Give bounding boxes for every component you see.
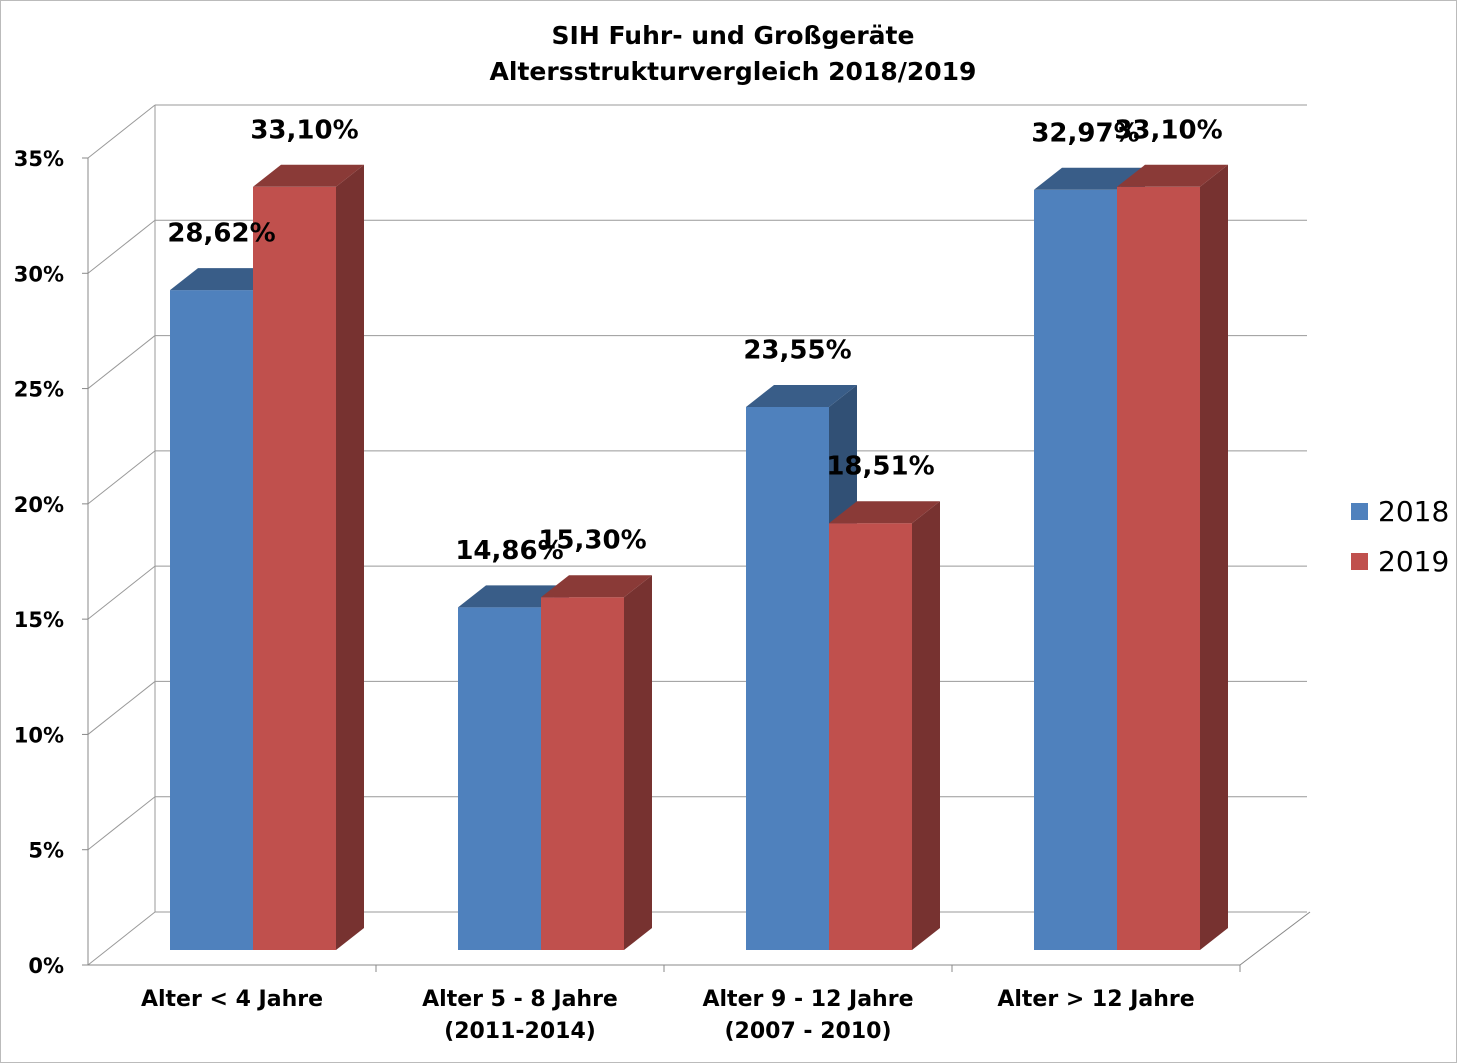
bar-top — [746, 385, 857, 408]
floor-edge — [1239, 911, 1311, 966]
data-label: 14,86% — [455, 536, 563, 566]
legend-label: 2018 — [1378, 495, 1449, 528]
x-tick-label: Alter > 12 Jahre — [997, 987, 1195, 1012]
data-label: 15,30% — [538, 526, 646, 556]
x-tick-label: Alter < 4 Jahre — [140, 987, 324, 1012]
bar-front — [746, 407, 829, 950]
y-tick-label: 30% — [14, 262, 64, 286]
y-tick-label: 20% — [14, 493, 64, 517]
y-tick-label: 0% — [28, 954, 64, 978]
bar-front — [458, 607, 541, 950]
bar-top — [829, 501, 940, 524]
grid-line-side — [87, 796, 156, 851]
bar-front — [829, 523, 912, 950]
data-label: 23,55% — [743, 336, 851, 366]
bar-side — [624, 575, 652, 950]
data-label: 18,51% — [826, 452, 934, 482]
data-label: 33,10% — [1114, 115, 1222, 145]
chart-subtitle: Altersstrukturvergleich 2018/2019 — [490, 57, 977, 86]
data-label: 32,97% — [1031, 118, 1139, 148]
grid-line-side — [87, 450, 156, 505]
grid-line-side — [87, 219, 156, 274]
chart-title: SIH Fuhr- und Großgeräte — [552, 21, 915, 50]
y-tick-label: 15% — [14, 608, 64, 632]
data-label: 28,62% — [167, 219, 275, 249]
bar-front — [541, 597, 624, 950]
x-tick-label: Alter 9 - 12 Jahre (2007 - 2010) — [702, 987, 914, 1044]
y-tick-label: 25% — [14, 378, 64, 402]
bar-top — [1034, 167, 1145, 190]
y-tick-label: 5% — [28, 839, 64, 863]
bar-top — [541, 575, 652, 598]
y-tick-label: 35% — [14, 147, 64, 171]
grid-line-side — [87, 565, 156, 620]
legend-label: 2019 — [1378, 545, 1449, 578]
bar-front — [170, 290, 253, 950]
bar-side — [336, 164, 364, 950]
bar-top — [253, 164, 364, 187]
legend-swatch — [1351, 553, 1368, 570]
grid-line-side — [87, 104, 156, 159]
grid-line-side — [87, 681, 156, 735]
y-tick-label: 10% — [14, 723, 64, 747]
bar-front — [1117, 186, 1200, 950]
bar-side — [912, 501, 940, 950]
legend-swatch — [1351, 503, 1368, 520]
bar-front — [253, 186, 336, 950]
x-tick-label: Alter 5 - 8 Jahre (2011-2014) — [422, 987, 618, 1044]
bar-side — [1200, 164, 1228, 950]
bar-top — [1117, 164, 1228, 187]
grid-line-side — [87, 335, 156, 389]
bar-front — [1034, 189, 1117, 950]
data-label: 33,10% — [250, 115, 358, 145]
grid-line-side — [87, 911, 156, 966]
